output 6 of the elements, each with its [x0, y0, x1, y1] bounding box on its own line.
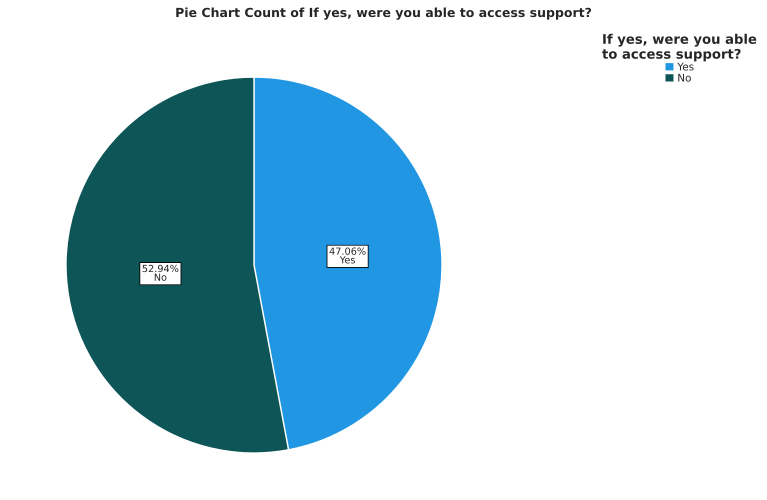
legend-label: Yes: [677, 62, 694, 71]
chart-title: Pie Chart Count of If yes, were you able to access support?: [176, 8, 592, 20]
data-label: 47.06% Yes: [330, 247, 366, 264]
legend-label: No: [678, 74, 691, 82]
legend-title: If yes, were you able to access support?: [602, 34, 756, 62]
data-label: 52.94% No: [142, 264, 178, 281]
